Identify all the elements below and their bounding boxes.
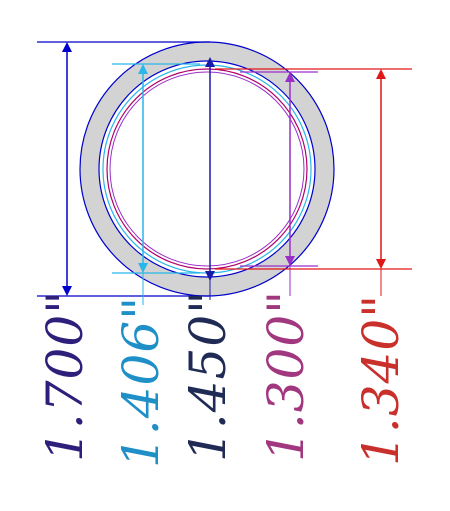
pipe-inner-bore xyxy=(98,60,316,278)
label-1450: 1.450" xyxy=(179,290,237,462)
label-1300: 1.300" xyxy=(257,290,315,462)
label-1406: 1.406" xyxy=(112,296,170,468)
label-1700: 1.700" xyxy=(36,290,94,462)
label-1340: 1.340" xyxy=(352,294,410,466)
